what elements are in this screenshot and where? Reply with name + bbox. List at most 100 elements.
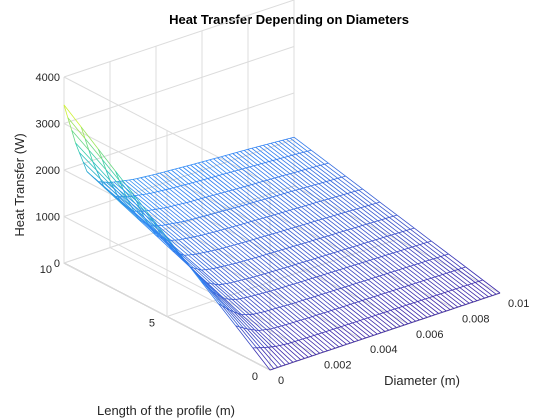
surface-line-y5-17 [249,276,254,279]
surface-line-x36-9 [236,188,254,203]
surface-line-y3-52 [417,262,422,265]
surface-line-y12-18 [132,178,137,180]
surface-line-x17-4 [249,277,267,293]
surface-line-y8-38 [278,212,283,214]
surface-line-y9-22 [199,215,204,218]
surface-line-x13-9 [147,210,166,226]
surface-line-y4-15 [258,292,263,295]
surface-line-y6-42 [327,234,332,237]
surface-line-y9-25 [211,212,216,215]
surface-line-x50-9 [289,173,308,188]
z-tick-label-0: 0 [54,258,60,270]
surface-line-y7-29 [260,235,265,238]
surface-line-x14-3 [254,294,273,310]
surface-line-y4-56 [415,244,420,247]
surface-line-x23-1 [323,312,342,328]
surface-line-x47-9 [278,176,296,191]
surface-line-x12-4 [229,282,248,298]
surface-line-y1-53 [455,287,460,290]
surface-line-y8-59 [358,188,363,191]
surface-line-y12-47 [244,148,249,151]
surface-line-y11-4 [96,170,101,179]
surface-line-x13-7 [182,238,200,254]
surface-line-x44-8 [283,193,302,208]
surface-line-y0-30 [384,329,389,332]
surface-line-x47-3 [381,256,399,271]
z-tick-label-2: 2000 [36,165,60,177]
surface-line-x13-11 [113,181,132,197]
surface-line-x21-11 [144,176,162,191]
surface-line-y11-25 [176,185,181,188]
surface-line-y9-38 [261,198,266,201]
x-tick-label-4: 0.008 [462,313,490,325]
surface-line-x22-11 [148,175,166,191]
surface-line-x57-5 [385,218,403,232]
surface-line-y10-28 [205,195,210,198]
surface-line-y11-38 [226,171,231,174]
surface-line-y1-51 [448,289,453,292]
surface-line-x10-8 [153,225,172,241]
surface-line-y2-14 [289,322,294,324]
surface-line-y12-22 [148,174,153,177]
surface-line-y6-10 [205,268,210,270]
surface-line-y12-53 [267,142,272,145]
surface-line-y7-58 [372,202,377,205]
surface-line-x49-4 [371,240,390,255]
surface-line-x32-2 [340,287,359,303]
surface-line-y7-31 [268,233,273,236]
surface-line-y5-11 [226,282,231,284]
surface-line-x39-0 [402,306,420,321]
surface-line-x27-4 [287,266,306,281]
surface-line-x32-7 [255,219,273,235]
surface-line-x41-7 [289,209,308,224]
surface-line-x3-0 [264,347,282,367]
surface-line-y4-38 [346,265,351,268]
surface-line-x46-11 [240,151,258,166]
surface-line-x49-3 [388,253,407,268]
surface-line-x19-5 [239,261,258,277]
z-tick-labels: 0 1000 2000 3000 4000 [36,72,60,270]
surface-line-x49-6 [337,214,356,229]
surface-line-y11-37 [222,172,227,175]
surface-line-x46-0 [428,297,447,312]
surface-line-y10-44 [266,178,271,181]
surface-line-y11-2 [88,149,94,162]
surface-line-x45-3 [373,258,392,273]
surface-line-x34-6 [279,231,298,246]
surface-line-y2-20 [312,314,317,317]
surface-line-x40-7 [285,211,304,226]
surface-line-x32-9 [220,192,239,208]
surface-line-y3-10 [256,312,261,314]
surface-line-y11-56 [295,152,300,155]
surface-line-x22-0 [336,327,355,343]
surface-line-y10-50 [289,172,294,175]
surface-line-y6-31 [285,247,290,249]
surface-line-y9-24 [207,213,212,216]
surface-line-x50-4 [375,239,394,254]
surface-line-x30-10 [195,181,214,196]
surface-line-x25-9 [193,200,212,215]
surface-line-y9-15 [172,222,177,224]
surface-line-x9-2 [252,313,271,330]
surface-line-y9-42 [276,194,281,197]
surface-line-y6-51 [362,223,367,226]
surface-line-y12-27 [167,169,172,172]
surface-line-x29-7 [243,223,262,238]
surface-line-x15-4 [241,279,260,295]
surface-line-x21-4 [264,273,283,288]
x-tick-label-2: 0.004 [370,344,398,356]
surface-line-y6-14 [220,265,225,268]
surface-line-x44-1 [404,286,422,301]
surface-line-y12-49 [251,146,256,149]
surface-line-x28-10 [188,183,206,198]
surface-line-x59-10 [307,150,325,165]
surface-line-y6-23 [255,256,260,259]
surface-line-x0-10 [80,126,99,150]
surface-line-y12-13 [113,181,118,183]
surface-line-x30-6 [264,235,283,251]
surface-line-x44-3 [369,259,388,274]
surface-line-x24-5 [258,256,277,271]
surface-line-x49-10 [268,161,287,176]
surface-line-y4-58 [423,241,428,244]
